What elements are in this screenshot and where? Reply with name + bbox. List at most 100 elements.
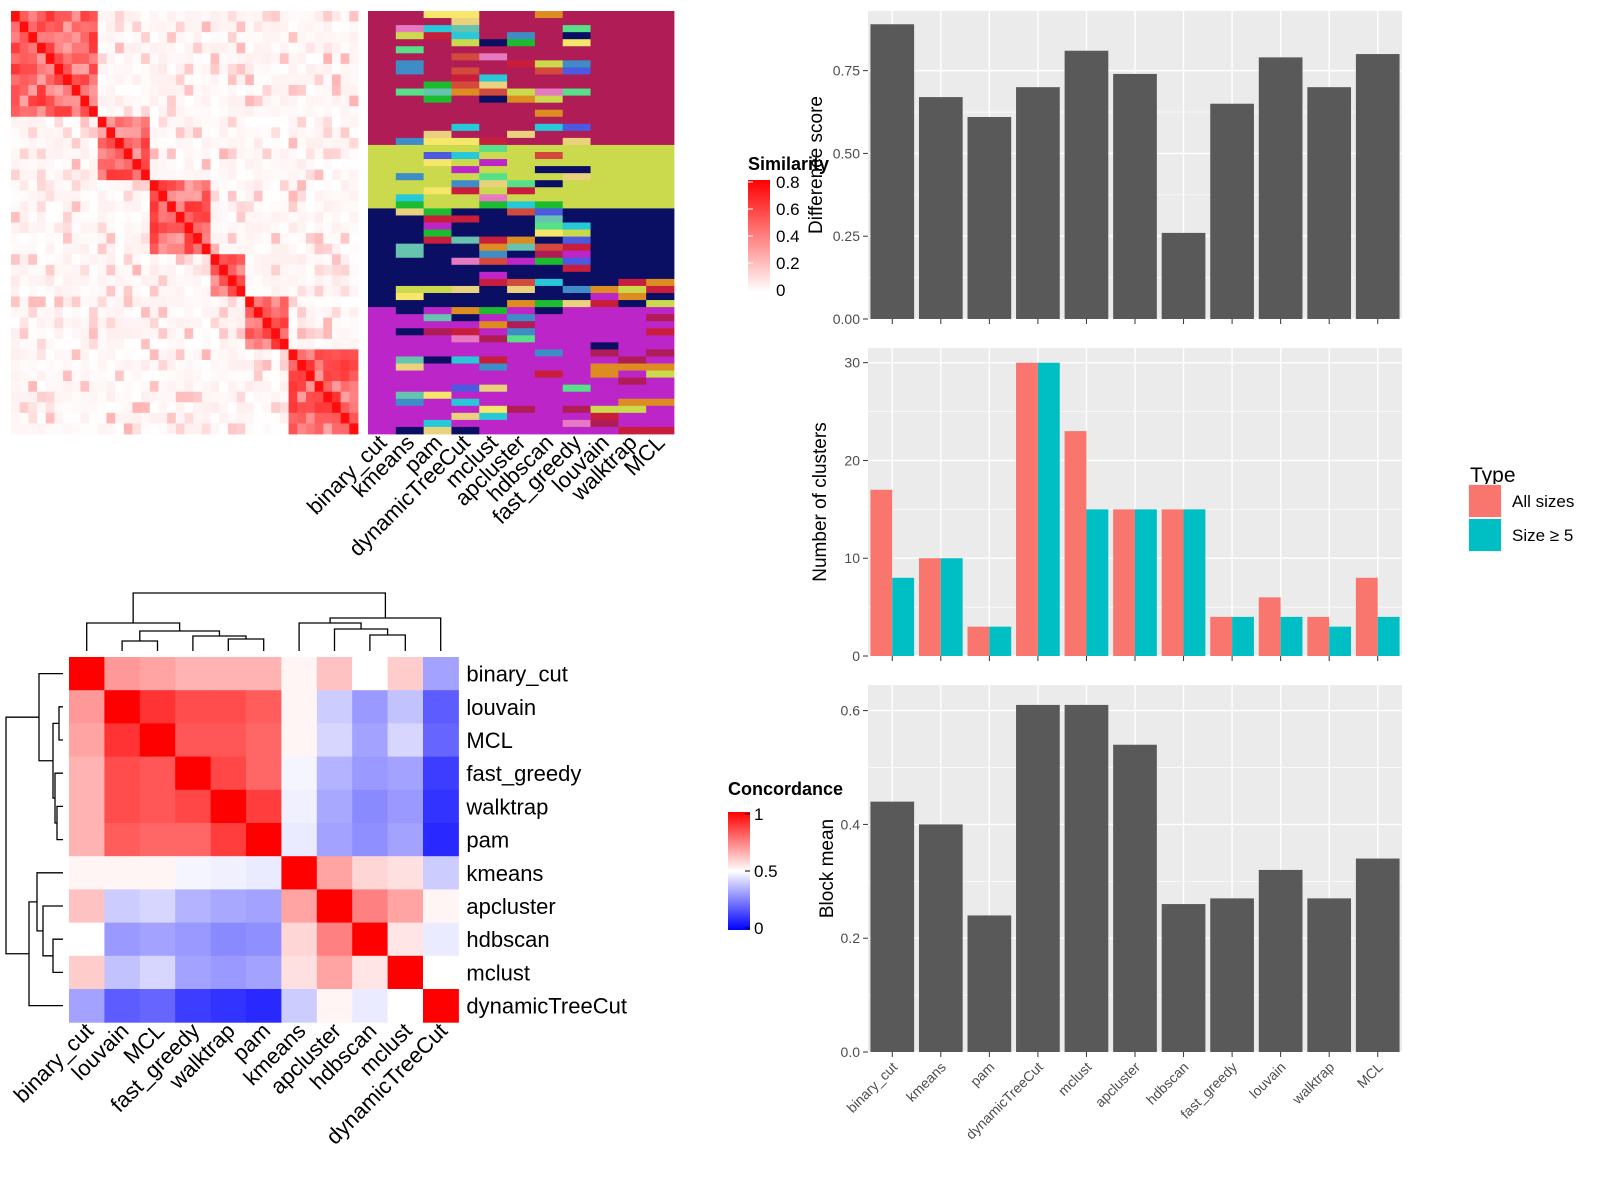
assignment-cell (590, 102, 619, 111)
concordance-cell (246, 989, 282, 1023)
concordance-cell (281, 955, 318, 990)
similarity-cell (184, 63, 194, 75)
similarity-cell (141, 201, 151, 213)
assignment-cell (618, 60, 647, 68)
assignment-cell (423, 398, 452, 407)
similarity-cell (106, 296, 116, 308)
similarity-cell (71, 370, 81, 382)
similarity-cell (201, 402, 211, 414)
similarity-cell (201, 137, 211, 149)
similarity-cell (167, 243, 177, 255)
similarity-cell (54, 307, 64, 319)
similarity-cell (63, 106, 73, 118)
assignment-cell (368, 32, 397, 40)
assignment-cell (590, 180, 619, 188)
similarity-cell (167, 53, 177, 65)
assignment-cell (507, 88, 536, 96)
similarity-cell (37, 412, 47, 424)
assignment-cell (646, 201, 675, 209)
similarity-cell (158, 116, 168, 128)
similarity-cell (28, 296, 38, 308)
similarity-cell (63, 74, 73, 86)
similarity-cell (288, 190, 298, 202)
similarity-cell (253, 53, 263, 65)
assignment-cell (562, 293, 591, 301)
similarity-cell (28, 233, 38, 245)
similarity-cell (349, 412, 359, 424)
similarity-cell (184, 233, 194, 245)
similarity-cell (305, 296, 316, 308)
similarity-cell (167, 222, 177, 234)
similarity-cell (167, 285, 177, 297)
similarity-cell (288, 211, 298, 223)
similarity-cell (323, 201, 333, 213)
similarity-cell (340, 95, 350, 107)
similarity-cell (271, 233, 281, 245)
similarity-cell (297, 53, 307, 65)
similarity-cell (323, 137, 333, 149)
assignment-cell (368, 144, 397, 153)
similarity-cell (80, 53, 90, 65)
similarity-cell (279, 63, 289, 75)
similarity-cell (80, 412, 90, 424)
similarity-cell (37, 402, 47, 414)
assignment-cell (590, 159, 619, 167)
similarity-cell (63, 254, 73, 266)
concordance-cell (139, 723, 176, 758)
similarity-cell (115, 338, 125, 350)
similarity-cell (201, 423, 211, 435)
similarity-cell (11, 63, 21, 75)
y-tick-label: 0.4 (841, 816, 861, 832)
similarity-cell (106, 254, 116, 266)
similarity-cell (210, 349, 220, 361)
assignment-cell (507, 257, 536, 266)
similarity-cell (236, 264, 246, 276)
similarity-cell (37, 95, 47, 107)
similarity-cell (262, 275, 272, 287)
similarity-cell (236, 307, 246, 319)
similarity-cell (80, 190, 90, 202)
assignment-cell (618, 152, 647, 160)
similarity-cell (45, 338, 55, 350)
similarity-cell (89, 116, 99, 128)
assignment-cell (618, 257, 647, 266)
similarity-cell (175, 127, 185, 139)
similarity-cell (219, 254, 229, 266)
similarity-cell (80, 95, 90, 107)
similarity-cell (11, 106, 21, 118)
similarity-cell (141, 21, 151, 33)
assignment-cell (534, 356, 564, 364)
similarity-cell (210, 127, 220, 139)
similarity-cell (305, 180, 316, 192)
similarity-cell (89, 53, 99, 65)
assignment-cell (646, 130, 675, 139)
similarity-cell (271, 148, 281, 160)
similarity-cell (253, 42, 263, 54)
assignment-cell (423, 426, 452, 435)
assignment-cell (451, 152, 480, 160)
similarity-cell (193, 338, 203, 350)
assignment-cell (534, 215, 564, 223)
assignment-cell (590, 307, 619, 315)
similarity-cell (123, 169, 133, 181)
similarity-cell (245, 328, 255, 340)
assignment-cell (562, 271, 591, 280)
similarity-cell (37, 285, 47, 297)
assignment-cell (479, 285, 508, 294)
similarity-cell (236, 32, 246, 44)
dendrogram-branch (121, 640, 159, 651)
similarity-cell (245, 190, 255, 202)
similarity-cell (219, 328, 229, 340)
assignment-cell (618, 398, 647, 407)
similarity-cell (132, 349, 142, 361)
similarity-cell (323, 11, 333, 22)
similarity-cell (305, 85, 316, 96)
similarity-cell (193, 116, 203, 128)
similarity-cell (175, 381, 185, 393)
assignment-cell (368, 123, 397, 132)
similarity-cell (132, 201, 142, 213)
similarity-cell (37, 296, 47, 308)
similarity-cell (28, 116, 38, 128)
similarity-cell (262, 412, 272, 424)
similarity-cell (115, 328, 125, 340)
